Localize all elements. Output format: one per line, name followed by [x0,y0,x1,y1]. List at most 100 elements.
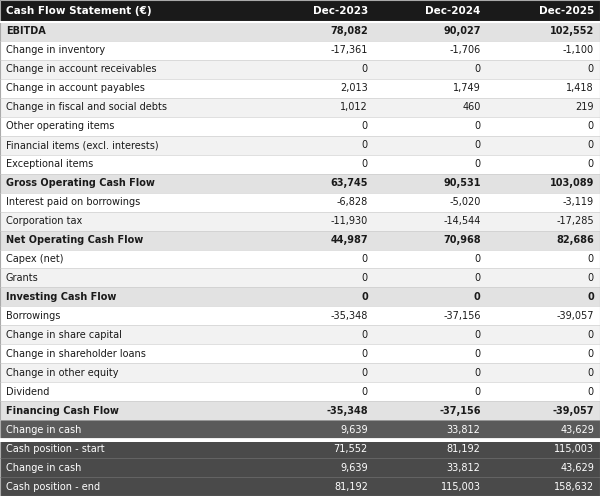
Text: 0: 0 [475,330,481,340]
Text: 0: 0 [588,254,594,264]
Text: 81,192: 81,192 [334,482,368,492]
Text: 1,418: 1,418 [566,83,594,93]
Text: 78,082: 78,082 [330,26,368,37]
Bar [261,212,374,231]
Bar [487,155,600,174]
Text: 0: 0 [475,349,481,359]
Text: Change in account payables: Change in account payables [6,83,145,93]
Text: Corporation tax: Corporation tax [6,216,82,226]
Text: Change in share capital: Change in share capital [6,330,122,340]
Text: 0: 0 [588,387,594,397]
Bar [374,458,487,477]
Bar [261,288,374,307]
Text: 1,749: 1,749 [453,83,481,93]
Bar [261,268,374,288]
Bar [0,136,261,155]
Bar [374,155,487,174]
Bar [374,98,487,117]
Text: Cash position - start: Cash position - start [6,443,104,454]
Bar [374,249,487,268]
Bar [261,325,374,344]
Bar [261,458,374,477]
Text: Change in fiscal and social debts: Change in fiscal and social debts [6,102,167,112]
Text: Dividend: Dividend [6,387,49,397]
Bar [374,288,487,307]
Text: Other operating items: Other operating items [6,122,115,131]
Text: -14,544: -14,544 [443,216,481,226]
Text: Change in cash: Change in cash [6,425,82,434]
Text: -17,361: -17,361 [331,46,368,56]
Text: Change in inventory: Change in inventory [6,46,105,56]
Bar [261,382,374,401]
Bar [374,439,487,458]
Bar [487,192,600,212]
Bar [487,382,600,401]
Bar [261,79,374,98]
Text: -5,020: -5,020 [449,197,481,207]
Text: 103,089: 103,089 [550,178,594,188]
Bar [261,60,374,79]
Bar [0,288,261,307]
Bar [487,60,600,79]
Bar [374,344,487,363]
Bar [0,117,261,136]
Bar [0,174,261,192]
Bar [374,22,487,41]
Text: EBITDA: EBITDA [6,26,46,37]
Text: 81,192: 81,192 [447,443,481,454]
Text: 63,745: 63,745 [331,178,368,188]
Text: 0: 0 [362,387,368,397]
Text: 2,013: 2,013 [340,83,368,93]
Bar [0,325,261,344]
Text: 33,812: 33,812 [447,463,481,473]
Text: 0: 0 [588,122,594,131]
Bar [487,363,600,382]
Text: 0: 0 [587,292,594,302]
Text: 70,968: 70,968 [443,235,481,245]
Text: -35,348: -35,348 [326,406,368,416]
Bar [261,439,374,458]
Bar [374,174,487,192]
Text: 0: 0 [362,140,368,150]
Bar [0,0,261,22]
Text: 33,812: 33,812 [447,425,481,434]
Text: 0: 0 [362,273,368,283]
Text: Dec-2024: Dec-2024 [425,6,481,16]
Bar [374,231,487,249]
Text: 0: 0 [588,273,594,283]
Bar [487,439,600,458]
Bar [374,212,487,231]
Bar [261,477,374,496]
Bar [374,192,487,212]
Bar [374,79,487,98]
Text: 0: 0 [475,254,481,264]
Bar [261,307,374,325]
Bar [374,136,487,155]
Bar [0,401,261,420]
Text: 82,686: 82,686 [556,235,594,245]
Text: 158,632: 158,632 [554,482,594,492]
Text: Financing Cash Flow: Financing Cash Flow [6,406,119,416]
Bar [374,363,487,382]
Bar [487,458,600,477]
Bar [0,382,261,401]
Bar [0,439,600,442]
Text: Dec-2023: Dec-2023 [313,6,368,16]
Text: 0: 0 [475,140,481,150]
Text: 9,639: 9,639 [340,463,368,473]
Bar [0,307,261,325]
Bar [261,22,374,41]
Bar [0,363,261,382]
Text: -3,119: -3,119 [563,197,594,207]
Bar [487,477,600,496]
Text: Change in other equity: Change in other equity [6,368,119,378]
Text: Exceptional items: Exceptional items [6,159,93,169]
Bar [0,60,261,79]
Bar [261,174,374,192]
Bar [487,307,600,325]
Bar [487,325,600,344]
Bar [487,401,600,420]
Bar [0,439,261,458]
Bar [261,344,374,363]
Bar [0,192,261,212]
